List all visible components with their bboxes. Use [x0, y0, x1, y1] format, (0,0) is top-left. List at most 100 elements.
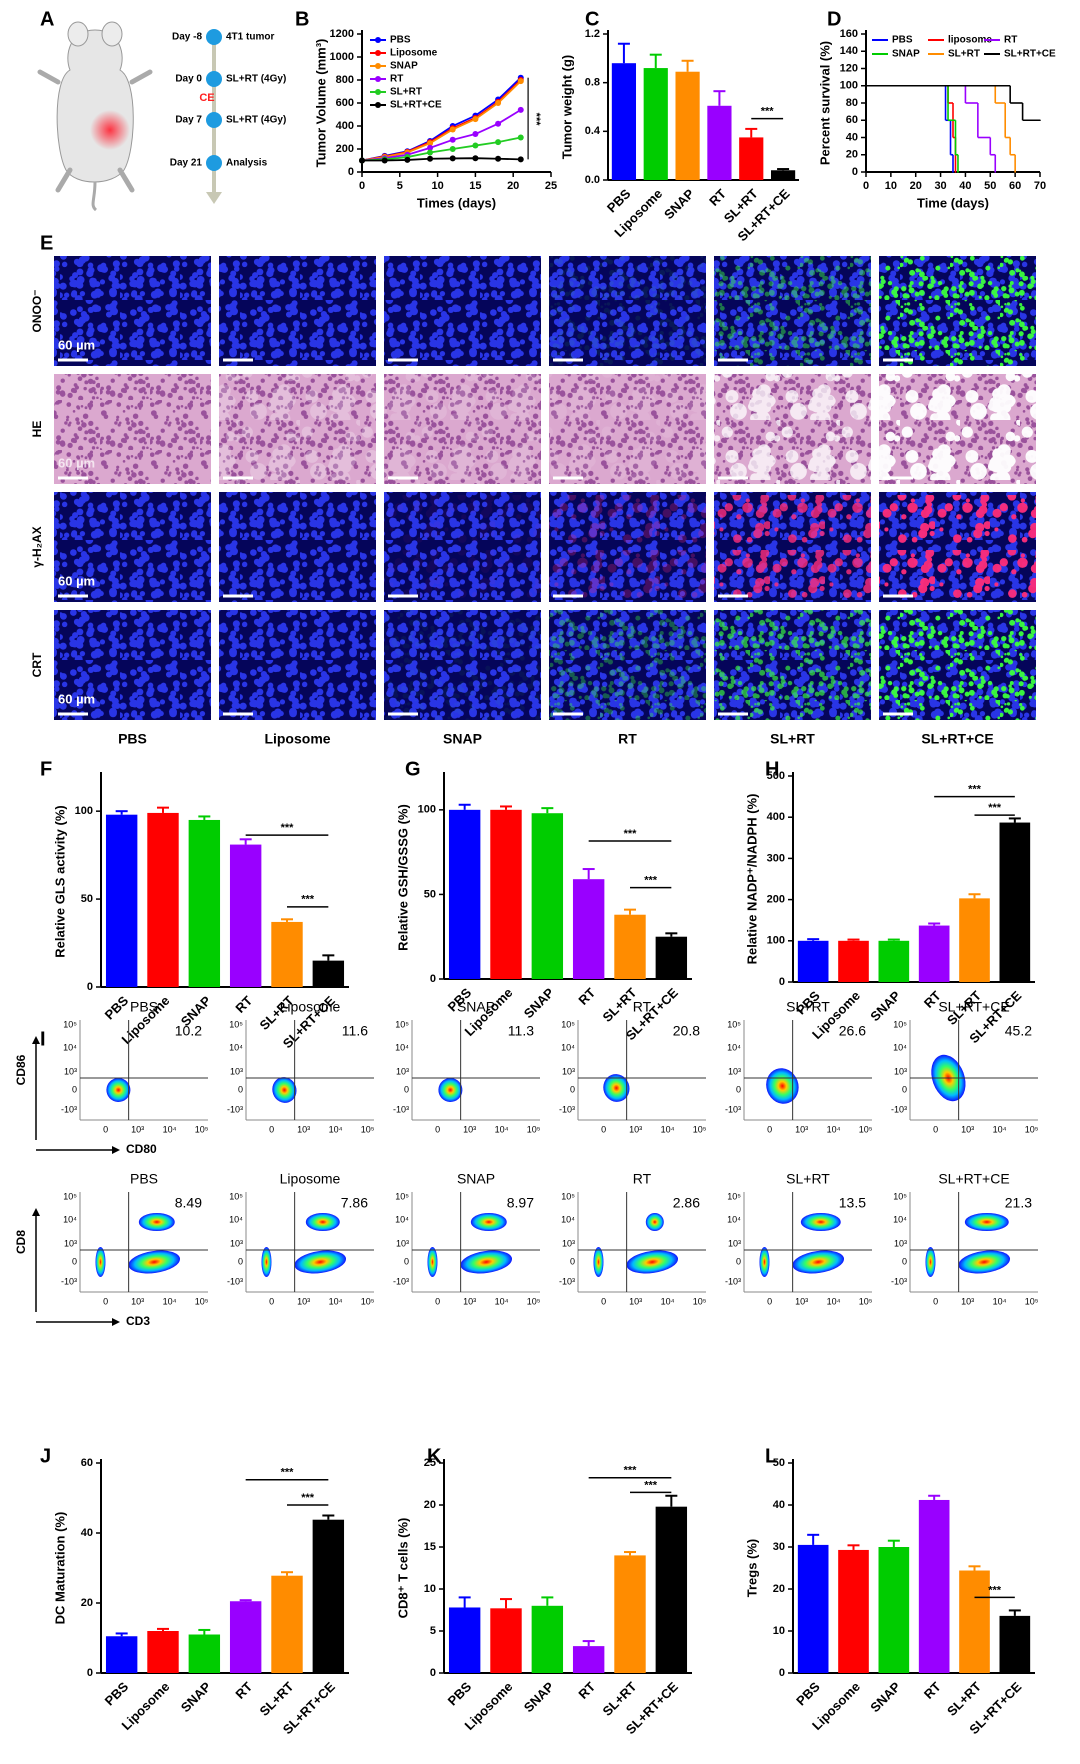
- y-tick-label: 0: [430, 1667, 436, 1679]
- significance-label: ***: [281, 1467, 295, 1479]
- flow-x-tick-label: 10³: [297, 1296, 310, 1306]
- flow-y-tick-label: 10⁴: [561, 1042, 575, 1052]
- flow-y-tick-label: -10³: [891, 1104, 907, 1114]
- y-axis-title: CD8⁺ T cells (%): [395, 1518, 410, 1619]
- flow-axis-arrowhead: [32, 1208, 40, 1216]
- x-tick-label: RT: [575, 985, 598, 1008]
- micrograph-signal: [714, 256, 871, 366]
- flow-y-tick-label: 10³: [230, 1066, 243, 1076]
- y-tick-label: 100: [840, 80, 858, 92]
- y-tick-label: 140: [840, 45, 858, 57]
- flow-y-tick-label: -10³: [559, 1104, 575, 1114]
- column-label: SL+RT+CE: [921, 731, 993, 747]
- treatment-label: CE: [199, 92, 214, 104]
- y-tick-label: 80: [846, 97, 858, 109]
- flow-y-tick-label: 10⁵: [395, 1019, 409, 1029]
- series-line: [361, 136, 521, 162]
- legend-label: Liposome: [390, 48, 438, 59]
- flow-y-tick-label: -10³: [227, 1276, 243, 1286]
- event-day: Day 0: [175, 74, 202, 85]
- flow-x-tick-label: 10⁴: [495, 1124, 509, 1134]
- flow-y-tick-label: 10⁴: [727, 1214, 741, 1224]
- flow-y-tick-label: 10⁵: [727, 1191, 741, 1201]
- flow-population: [593, 1247, 604, 1277]
- micrograph-signal: [879, 256, 1036, 366]
- flow-x-tick-label: 10³: [961, 1296, 974, 1306]
- y-tick-label: 40: [846, 131, 858, 143]
- flow-sample-name: SL+RT: [786, 1171, 830, 1187]
- flow-x-tick-label: 10³: [795, 1124, 808, 1134]
- flow-x-label: CD80: [126, 1142, 157, 1156]
- flow-y-tick-label: 10⁵: [893, 1019, 907, 1029]
- flow-x-tick-label: 10⁴: [329, 1296, 343, 1306]
- flow-x-label: CD3: [126, 1314, 150, 1328]
- y-tick-label: 100: [767, 935, 785, 947]
- bar: [959, 898, 990, 982]
- y-tick-label: 60: [846, 114, 858, 126]
- y-axis-title: Percent survival (%): [817, 41, 832, 165]
- flow-population: [792, 1250, 845, 1274]
- flow-y-tick-label: 10³: [562, 1066, 575, 1076]
- x-tick-label: 5: [397, 180, 403, 192]
- y-tick-label: 25: [424, 1457, 436, 1469]
- panel-letter: D: [827, 8, 841, 30]
- flow-y-tick-label: -10³: [559, 1276, 575, 1286]
- event-label: SL+RT (4Gy): [226, 115, 286, 126]
- x-tick-label: SNAP: [661, 186, 697, 222]
- flow-x-tick-label: 10⁴: [329, 1124, 343, 1134]
- bar: [271, 921, 303, 987]
- micrograph-signal: [549, 374, 706, 484]
- x-tick-label: RT: [232, 1679, 255, 1702]
- legend-label: SL+RT+CE: [1004, 49, 1056, 60]
- flow-population: [138, 1213, 175, 1231]
- flow-y-tick-label: 0: [404, 1084, 409, 1094]
- flow-x-tick-label: 0: [103, 1124, 108, 1134]
- flow-y-tick-label: -10³: [393, 1104, 409, 1114]
- bar: [999, 822, 1031, 982]
- timeline-dot: [206, 71, 222, 87]
- flow-x-tick-label: 10³: [629, 1296, 642, 1306]
- x-tick-label: SNAP: [178, 1679, 214, 1715]
- x-tick-label: SL+RT: [600, 1679, 640, 1719]
- micrograph-signal: [879, 610, 1036, 720]
- bar: [188, 819, 221, 987]
- flow-population: [427, 1247, 438, 1277]
- flow-x-tick-label: 10⁵: [527, 1296, 541, 1306]
- flow-x-tick-label: 10⁵: [1025, 1296, 1039, 1306]
- flow-y-tick-label: 10⁴: [727, 1042, 741, 1052]
- y-tick-label: 400: [336, 120, 354, 132]
- scale-bar-label: 60 µm: [58, 691, 95, 706]
- survival-end: [1014, 171, 1016, 173]
- y-axis-title: Tregs (%): [744, 1539, 759, 1598]
- micrograph-signal: [879, 374, 1036, 484]
- legend-marker: [375, 37, 381, 43]
- series-marker: [427, 149, 434, 156]
- bar: [643, 68, 668, 180]
- flow-y-tick-label: 10³: [396, 1238, 409, 1248]
- scale-bar-label: 60 µm: [58, 337, 95, 352]
- y-axis-title: Tumor Volume (mm³): [313, 39, 328, 168]
- significance-label: ***: [281, 822, 295, 834]
- y-tick-label: 160: [840, 28, 858, 40]
- bar: [918, 1499, 950, 1673]
- flow-population: [128, 1250, 181, 1274]
- flow-x-tick-label: 10⁵: [361, 1296, 375, 1306]
- flow-x-tick-label: 10⁵: [859, 1296, 873, 1306]
- series-line: [361, 109, 522, 162]
- flow-y-label: CD86: [14, 1054, 28, 1085]
- bar: [838, 1549, 869, 1673]
- flow-population: [626, 1250, 679, 1274]
- x-tick-label: 20: [910, 180, 922, 192]
- micrograph-signal: [219, 374, 376, 484]
- y-tick-label: 15: [424, 1541, 436, 1553]
- y-tick-label: 200: [336, 143, 354, 155]
- flow-y-tick-label: 0: [72, 1084, 77, 1094]
- micrograph-signal: [549, 492, 706, 602]
- flow-y-tick-label: -10³: [227, 1104, 243, 1114]
- y-tick-label: 0: [87, 1667, 93, 1679]
- legend-marker: [375, 102, 381, 108]
- x-tick-label: PBS: [793, 1679, 823, 1709]
- bar: [611, 63, 637, 181]
- micrograph-texture: [384, 256, 541, 366]
